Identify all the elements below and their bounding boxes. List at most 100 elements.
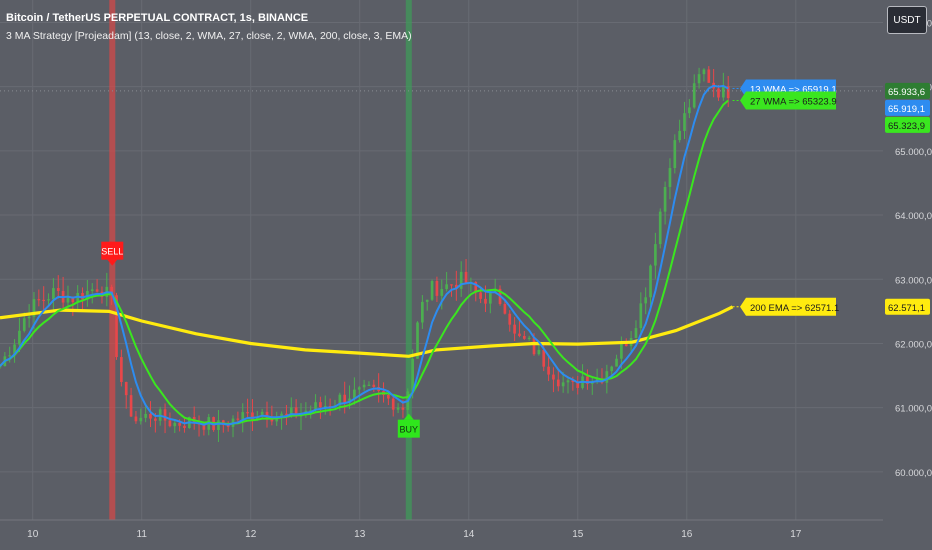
candle-body xyxy=(595,378,599,382)
x-tick-label: 13 xyxy=(354,529,366,540)
candle-body xyxy=(542,349,546,367)
candle-body xyxy=(338,394,342,406)
candle-body xyxy=(537,349,541,355)
candle-body xyxy=(323,405,327,408)
candle-body xyxy=(556,379,560,387)
callout-box xyxy=(740,297,836,316)
signal-band-buy xyxy=(405,0,412,520)
price-tag-label: 65.933,6 xyxy=(888,87,925,98)
candle-body xyxy=(120,357,123,382)
candle-body xyxy=(654,244,657,266)
candle-body xyxy=(8,355,12,357)
candle-body xyxy=(464,271,468,284)
candle-body xyxy=(353,389,356,399)
candle-body xyxy=(134,416,138,422)
candle-body xyxy=(479,292,482,299)
candle-body xyxy=(163,409,167,421)
x-tick-label: 14 xyxy=(463,529,475,540)
candle-body xyxy=(717,88,720,98)
wma13-line xyxy=(0,84,729,426)
x-tick-label: 11 xyxy=(137,529,148,540)
x-tick-label: 12 xyxy=(245,529,257,540)
candle-body xyxy=(217,420,220,430)
price-tag xyxy=(885,99,930,116)
candle-body xyxy=(314,402,317,411)
candle-body xyxy=(52,288,55,300)
candle-body xyxy=(547,366,550,375)
x-tick-label: 10 xyxy=(27,529,39,540)
x-tick-label: 15 xyxy=(572,529,584,540)
y-tick-label: 65.000,0 xyxy=(895,147,932,158)
sell-marker xyxy=(101,241,124,260)
candle-body xyxy=(668,168,672,187)
candle-body xyxy=(503,303,507,314)
candle-body xyxy=(678,130,681,141)
price-tag-label: 62.571,1 xyxy=(888,303,925,314)
candle-body xyxy=(688,107,691,114)
sell-marker-label: SELL xyxy=(101,247,123,257)
candle-body xyxy=(226,425,230,427)
candle-body xyxy=(513,324,516,334)
indicator-legend: 3 MA Strategy [Projeadam] (13, close, 2,… xyxy=(6,30,412,42)
candle-body xyxy=(707,69,711,83)
candle-body xyxy=(90,289,94,291)
currency-button[interactable]: USDT xyxy=(887,6,927,34)
candle-body xyxy=(66,297,70,303)
candle-body xyxy=(697,74,701,84)
candle-body xyxy=(47,299,50,301)
candle-body xyxy=(532,337,536,355)
price-tag-label: 65.323,9 xyxy=(888,121,925,132)
candle-body xyxy=(270,419,274,422)
y-tick-label: 64.000,0 xyxy=(895,211,932,222)
y-tick-label: 63.000,0 xyxy=(895,275,932,286)
x-tick-label: 17 xyxy=(790,529,802,540)
sell-marker-arrow xyxy=(107,259,118,266)
candle-body xyxy=(139,417,143,422)
callout-label: 27 WMA => 65323.9 xyxy=(750,96,837,107)
candle-body xyxy=(115,295,118,358)
price-tag xyxy=(885,82,930,99)
candle-body xyxy=(280,413,283,417)
candle-body xyxy=(639,303,643,329)
candle-body xyxy=(71,297,75,303)
candle-body xyxy=(178,422,181,426)
candle-body xyxy=(260,411,264,417)
candle-body xyxy=(18,330,21,345)
candle-body xyxy=(649,265,652,298)
candle-body xyxy=(149,413,152,419)
candle-body xyxy=(455,284,458,289)
candle-body xyxy=(576,382,580,388)
candle-body xyxy=(508,313,512,325)
candle-body xyxy=(610,366,614,372)
candle-body xyxy=(294,407,298,417)
candle-body xyxy=(620,342,623,359)
candle-body xyxy=(110,286,113,296)
candle-body xyxy=(22,318,26,331)
x-tick-label: 16 xyxy=(681,529,693,540)
candle-body xyxy=(552,374,555,380)
candle-body xyxy=(95,289,99,292)
ema200-line xyxy=(0,305,734,358)
candle-body xyxy=(309,410,313,412)
candle-body xyxy=(202,423,206,430)
candle-body xyxy=(416,322,419,359)
price-tag xyxy=(885,116,930,133)
candle-body xyxy=(367,384,371,386)
candle-body xyxy=(391,398,395,410)
y-tick-label: 60.000,0 xyxy=(895,468,932,479)
candle-body xyxy=(13,344,16,356)
symbol-title: Bitcoin / TetherUS PERPETUAL CONTRACT, 1… xyxy=(6,12,309,24)
price-tag xyxy=(885,298,930,315)
candle-body xyxy=(362,384,366,388)
candle-body xyxy=(251,412,254,420)
callout-label: 13 WMA => 65919.1 xyxy=(750,85,837,96)
candle-body xyxy=(129,395,133,417)
candle-body xyxy=(37,299,41,301)
candle-body xyxy=(124,381,128,396)
candle-body xyxy=(615,358,618,367)
candle-body xyxy=(722,86,725,98)
candle-body xyxy=(154,418,157,421)
candle-body xyxy=(285,413,288,415)
